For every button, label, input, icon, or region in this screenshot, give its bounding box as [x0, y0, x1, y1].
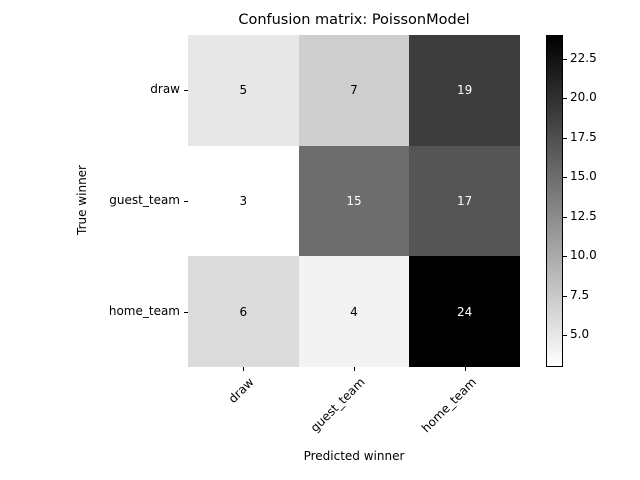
colorbar-tick [563, 98, 567, 100]
colorbar-tick [563, 58, 567, 60]
chart-title: Confusion matrix: PoissonModel [238, 12, 470, 28]
colorbar-tick [563, 295, 567, 297]
cell-value: 24 [457, 304, 473, 319]
colorbar-tick-label: 10.0 [570, 248, 597, 263]
y-tick [184, 90, 188, 92]
colorbar-tick-label: 22.5 [570, 50, 597, 65]
cell-value: 17 [457, 193, 473, 208]
cell-value: 6 [239, 304, 248, 319]
heatmap-cell: 7 [298, 35, 410, 146]
x-tick-label: guest_team [307, 375, 368, 435]
colorbar-tick [563, 137, 567, 139]
y-tick-label: guest_team [109, 193, 180, 207]
cell-value: 15 [346, 193, 362, 208]
heatmap-cell: 4 [298, 256, 410, 367]
y-tick [184, 311, 188, 313]
x-axis-label: Predicted winner [303, 449, 405, 463]
cell-value: 5 [239, 83, 248, 98]
x-tick-label: draw [226, 375, 257, 406]
heatmap-plot-area: 5 7 19 3 15 17 6 4 24 [188, 35, 520, 367]
heatmap-cell: 6 [188, 256, 299, 367]
x-tick-label: home_team [418, 375, 479, 436]
colorbar-tick [563, 335, 567, 337]
colorbar-tick [563, 177, 567, 179]
colorbar-tick-label: 20.0 [570, 90, 597, 105]
cell-value: 3 [239, 193, 248, 208]
colorbar [546, 35, 563, 367]
colorbar-tick [563, 216, 567, 218]
heatmap-cell: 15 [298, 145, 410, 257]
colorbar-tick-label: 15.0 [570, 169, 597, 184]
cell-value: 4 [350, 304, 358, 319]
cell-value: 19 [457, 83, 473, 98]
y-axis-label: True winner [74, 165, 89, 235]
x-tick [243, 367, 245, 371]
heatmap-cell: 3 [188, 145, 299, 257]
x-tick [464, 367, 466, 371]
y-tick [184, 201, 188, 202]
heatmap-cell: 24 [409, 256, 520, 367]
colorbar-tick-label: 5.0 [570, 327, 590, 342]
heatmap-cell: 17 [409, 145, 520, 257]
y-tick-label: draw [150, 82, 180, 97]
heatmap-cell: 19 [409, 35, 520, 146]
x-tick [354, 367, 355, 371]
y-tick-label: home_team [108, 303, 180, 318]
heatmap-cell: 5 [188, 35, 299, 146]
cell-value: 7 [350, 83, 358, 98]
colorbar-tick [563, 256, 567, 258]
colorbar-tick-label: 12.5 [570, 208, 597, 223]
colorbar-tick-label: 17.5 [570, 129, 597, 144]
colorbar-tick-label: 7.5 [570, 287, 590, 302]
